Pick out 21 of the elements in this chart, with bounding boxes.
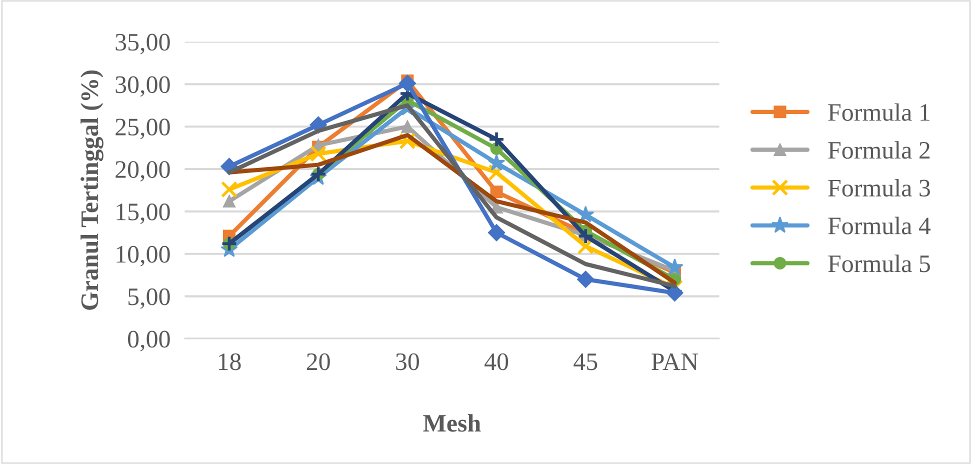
y-tick-label: 5,00 [128,288,170,309]
legend-label: Formula 2 [828,141,930,159]
y-tick-label: 35,00 [116,34,170,54]
y-tick-label: 25,00 [116,118,170,140]
legend-label: Formula 5 [828,254,930,272]
x-tick-label: 20 [306,353,330,370]
y-tick-label: 30,00 [116,76,170,97]
y-tick-label: 0,00 [128,330,170,352]
y-axis-title: Granul Tertinggal (%) [80,70,104,310]
x-tick-label: 18 [218,353,241,370]
y-tick-label: 10,00 [116,246,170,266]
x-tick-label: 30 [396,353,419,370]
x-tick-label: PAN [652,353,698,370]
x-axis-title: Mesh [423,414,481,432]
legend-label: Formula 3 [828,178,930,197]
legend-label: Formula 4 [828,216,931,234]
y-tick-label: 15,00 [116,204,170,224]
legend-label: Formula 1 [828,103,930,121]
x-tick-label: 40 [484,353,508,370]
x-tick-label: 45 [574,354,598,370]
y-tick-label: 20,00 [116,161,170,182]
